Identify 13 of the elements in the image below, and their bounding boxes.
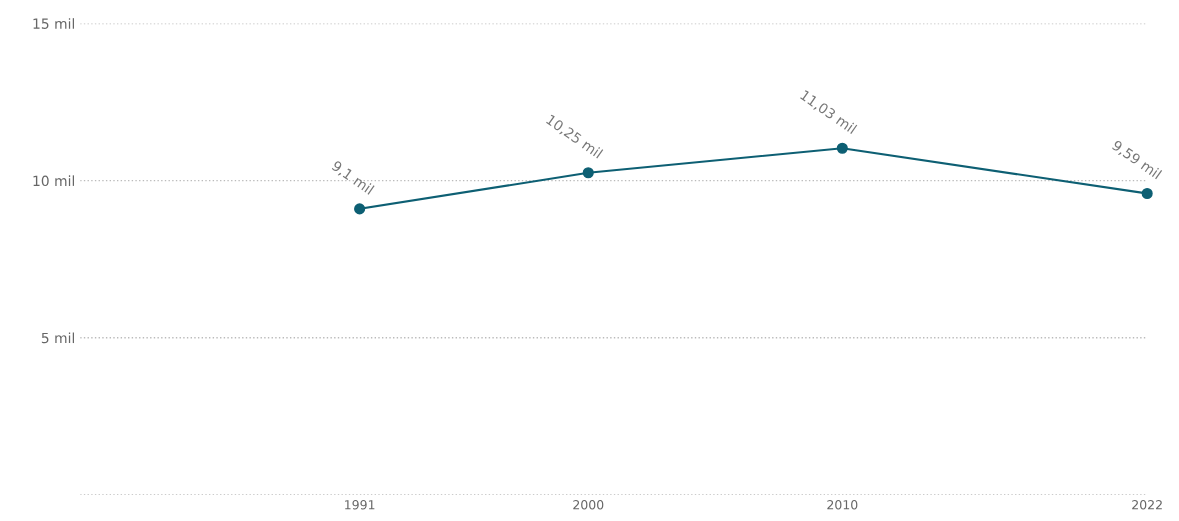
point (1141, 187, 1153, 200)
x-tick-label: 2010 (827, 500, 858, 510)
data-label: 9,1 mil (330, 159, 375, 196)
x-tick-label: 2000 (573, 500, 604, 510)
y-tick-label: 5 mil (41, 332, 75, 344)
y-tick-label: 15 mil (33, 18, 75, 29)
point (354, 203, 366, 215)
x-tick-label: 1991 (345, 500, 375, 510)
point (582, 167, 594, 179)
x-tick-label: 2022 (1132, 500, 1162, 510)
data-label: 9,59 mil (1110, 139, 1163, 181)
point (836, 142, 848, 154)
y-tick-label: 10 mil (33, 175, 75, 187)
